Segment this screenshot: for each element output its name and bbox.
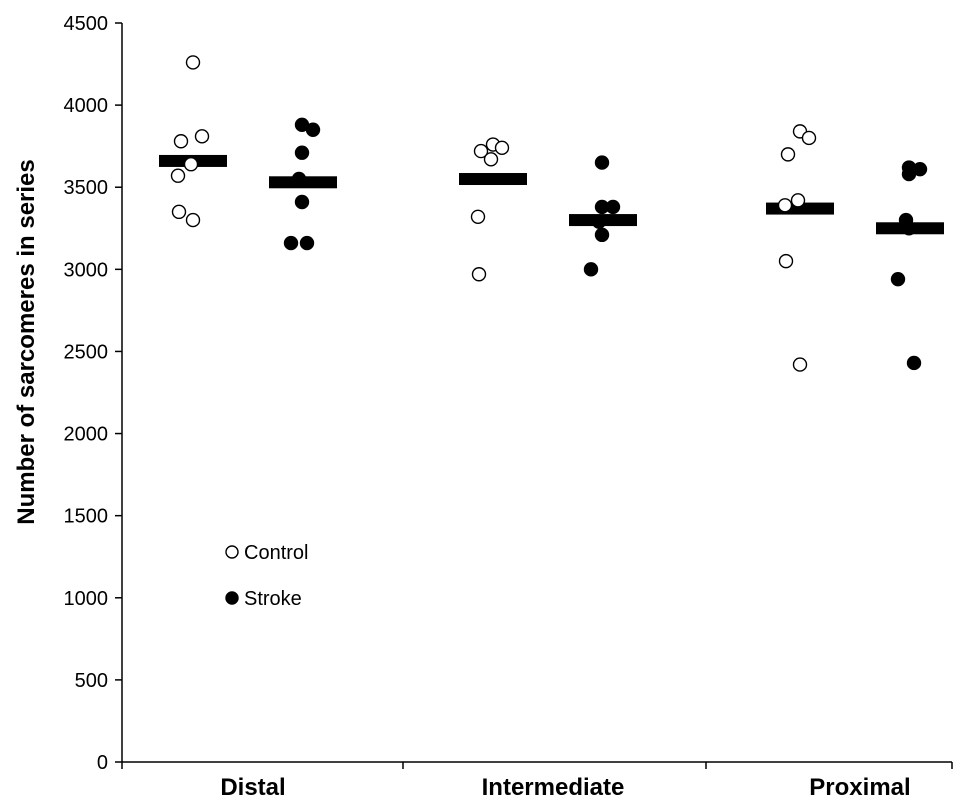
y-axis-title: Number of sarcomeres in series xyxy=(13,159,40,525)
x-ticks xyxy=(121,762,953,769)
point-stroke-intermediate-10 xyxy=(591,214,607,229)
point-control-proximal-18 xyxy=(778,253,794,269)
point-stroke-distal-5 xyxy=(283,235,299,251)
point-stroke-distal-6 xyxy=(299,235,315,251)
y-tick-label-1500: 1500 xyxy=(64,506,109,528)
mean-bars xyxy=(159,154,944,235)
point-control-intermediate-10 xyxy=(483,152,499,167)
y-tick-label-4500: 4500 xyxy=(64,13,109,35)
legend-label-stroke: Stroke xyxy=(244,588,302,610)
legend-marker-control xyxy=(225,545,239,559)
legend-marker-stroke xyxy=(225,591,239,605)
y-tick-label-1000: 1000 xyxy=(64,588,109,610)
point-control-proximal-17 xyxy=(777,198,793,213)
y-tick-label-3500: 3500 xyxy=(64,177,109,199)
y-tick-label-3000: 3000 xyxy=(64,259,109,281)
point-control-intermediate-8 xyxy=(494,140,510,156)
point-control-intermediate-9 xyxy=(473,143,489,159)
point-control-distal-5 xyxy=(171,204,187,220)
point-stroke-distal-1 xyxy=(305,122,321,137)
point-stroke-distal-2 xyxy=(294,145,310,160)
y-tick-label-2000: 2000 xyxy=(64,424,109,446)
legend-label-control: Control xyxy=(244,542,308,564)
point-stroke-proximal-15 xyxy=(901,166,917,182)
point-stroke-distal-3 xyxy=(291,171,307,187)
point-control-distal-1 xyxy=(194,129,210,144)
point-stroke-proximal-18 xyxy=(890,271,906,287)
point-control-distal-2 xyxy=(173,134,189,149)
point-stroke-proximal-17 xyxy=(901,221,917,236)
axes: 0 500 1000 1500 2000 2500 3000 3500 4000 4500 Dis… xyxy=(13,13,953,801)
y-ticks: 0 500 1000 1500 2000 2500 3000 3500 4000 4500 xyxy=(64,13,122,774)
point-stroke-intermediate-7 xyxy=(594,155,610,170)
point-control-distal-3 xyxy=(183,157,199,172)
y-tick-label-2500: 2500 xyxy=(64,341,109,363)
category-labels: Distal Intermediate Proximal xyxy=(220,774,910,801)
y-tick-label-0: 0 xyxy=(97,752,108,774)
category-label-proximal: Proximal xyxy=(809,774,910,801)
point-control-proximal-15 xyxy=(780,147,796,162)
category-label-intermediate: Intermediate xyxy=(482,774,625,801)
point-stroke-intermediate-9 xyxy=(594,199,610,215)
y-tick-label-500: 500 xyxy=(75,670,108,692)
category-label-distal: Distal xyxy=(220,774,285,801)
point-control-proximal-16 xyxy=(790,193,806,208)
point-control-intermediate-12 xyxy=(471,267,487,282)
point-stroke-intermediate-12 xyxy=(583,262,599,277)
point-control-proximal-19 xyxy=(792,357,808,372)
point-stroke-proximal-19 xyxy=(906,355,922,371)
point-control-intermediate-11 xyxy=(470,209,486,224)
legend: Control Stroke xyxy=(225,542,308,610)
mean-bar-control-intermediate xyxy=(459,173,527,186)
point-stroke-distal-4 xyxy=(294,194,310,210)
point-control-proximal-14 xyxy=(801,130,817,146)
point-control-distal-4 xyxy=(170,168,186,183)
data-points xyxy=(170,55,928,372)
point-control-distal-0 xyxy=(185,55,201,70)
point-control-distal-6 xyxy=(185,212,201,228)
y-tick-label-4000: 4000 xyxy=(64,95,109,117)
point-stroke-intermediate-11 xyxy=(594,227,610,243)
